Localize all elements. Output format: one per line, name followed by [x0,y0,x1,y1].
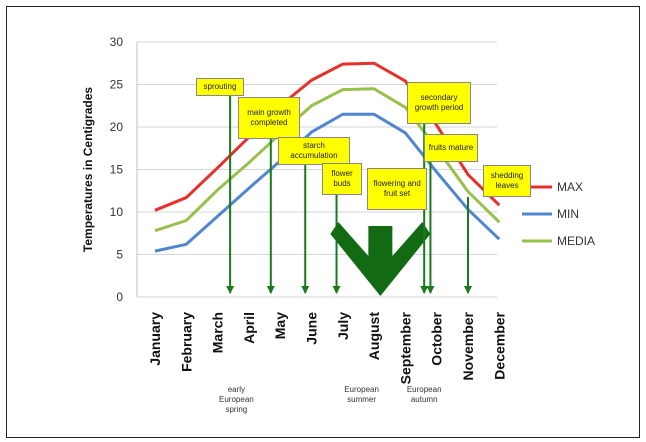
y-tick-label: 25 [110,78,124,92]
annotation-box: fruits mature [424,134,478,162]
series-line-max [154,61,501,212]
y-tick-label: 30 [110,35,124,49]
season-label: European autumn [407,385,442,404]
y-tick-label: 0 [116,290,123,304]
legend-label-max: MAX [557,180,583,194]
y-tick-label: 15 [110,163,124,177]
x-tick-label: February [178,312,194,372]
annotation-box: shedding leaves [483,165,531,197]
y-tick-label: 10 [110,205,124,219]
annotation-box: flower buds [322,163,362,195]
annotation-box: secondary growth period [407,82,471,124]
x-tick-label: June [304,312,320,345]
y-axis-label: Temperatures in Centigrades [81,87,95,252]
x-tick-label: September [397,311,413,384]
annotation-box: sprouting [196,78,244,96]
x-tick-label: October [429,311,445,365]
flowering-big-arrow [330,222,431,296]
season-label: early European spring [219,385,254,414]
x-tick-label: November [460,311,476,380]
x-tick-label: July [335,312,351,340]
y-tick-label: 20 [110,120,124,134]
x-tick-label: May [272,312,288,339]
annotation-box: starch accumulation [278,137,350,165]
x-tick-label: January [147,312,163,366]
x-tick-label: April [241,312,257,344]
series-line-min [154,112,501,253]
legend-label-media: MEDIA [557,234,595,248]
annotation-box: flowering and fruit set [367,168,427,210]
y-tick-label: 5 [116,248,123,262]
season-label: European summer [344,385,379,404]
x-tick-label: March [210,312,226,353]
annotation-box: main growth completed [238,97,300,139]
x-tick-label: December [491,311,507,379]
x-tick-label: August [366,312,382,361]
legend-label-min: MIN [557,207,579,221]
chart-frame [6,6,640,438]
